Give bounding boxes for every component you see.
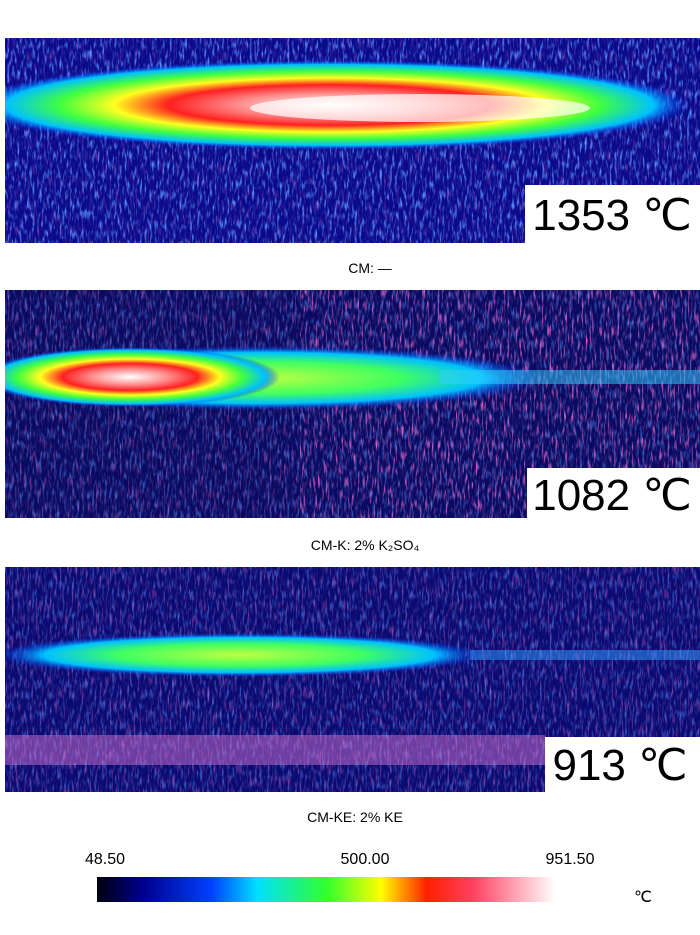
temperature: 1353 ℃ [532,191,692,240]
label-box [525,185,700,243]
label-box [527,468,700,518]
colorbar-label: 500.00 [341,851,390,868]
thermal-image [5,38,700,243]
colorbar-label: 48.50 [85,851,125,868]
colorbar-unit: ℃ [634,889,652,906]
temperature: 1082 ℃ [532,471,692,520]
temperature: 913 ℃ [552,741,687,790]
caption: CM-K: 2% K₂SO₄ [311,537,420,553]
colorbar [97,877,555,902]
caption: CM: — [348,260,392,276]
label-box [545,737,700,792]
caption: CM-KE: 2% KE [307,809,403,825]
colorbar-label: 951.50 [546,851,595,868]
